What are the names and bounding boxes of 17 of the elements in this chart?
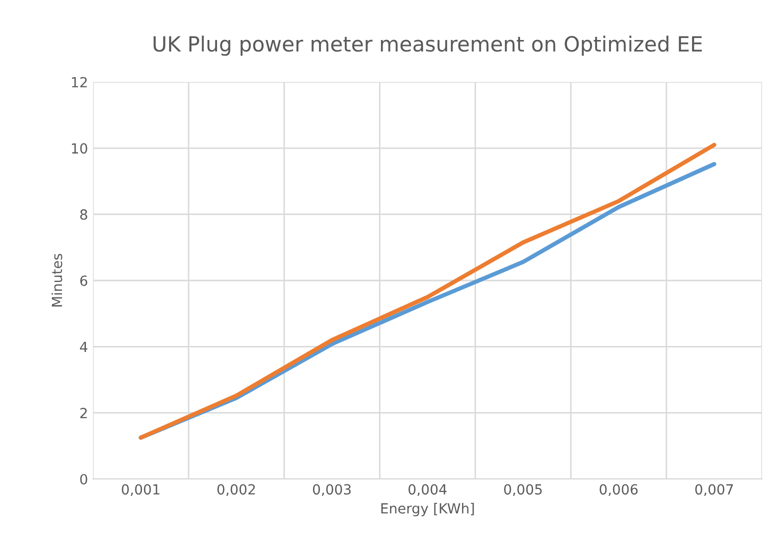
x-tick-label: 0,007: [695, 484, 733, 496]
x-tick-label: 0,005: [504, 484, 542, 496]
y-tick-label: 6: [80, 275, 88, 286]
x-tick-label: 0,002: [217, 484, 255, 496]
y-tick-label: 4: [80, 342, 88, 352]
x-tick-label: 0,003: [312, 484, 351, 496]
y-tick-label: 0: [80, 474, 88, 484]
chart-title: UK Plug power meter measurement on Optimized EE: [154, 36, 702, 56]
x-axis-title: Energy [KWh]: [381, 502, 474, 516]
y-tick-label: 8: [80, 209, 88, 220]
x-tick-label: 0,001: [122, 484, 160, 496]
x-tick-label: 0,006: [600, 484, 638, 496]
x-tick-label: 0,004: [408, 484, 447, 496]
y-tick-label: 2: [80, 408, 87, 418]
y-tick-label: 10: [72, 143, 88, 154]
y-axis-title: Minutes: [51, 254, 62, 306]
y-tick-label: 12: [72, 76, 87, 88]
